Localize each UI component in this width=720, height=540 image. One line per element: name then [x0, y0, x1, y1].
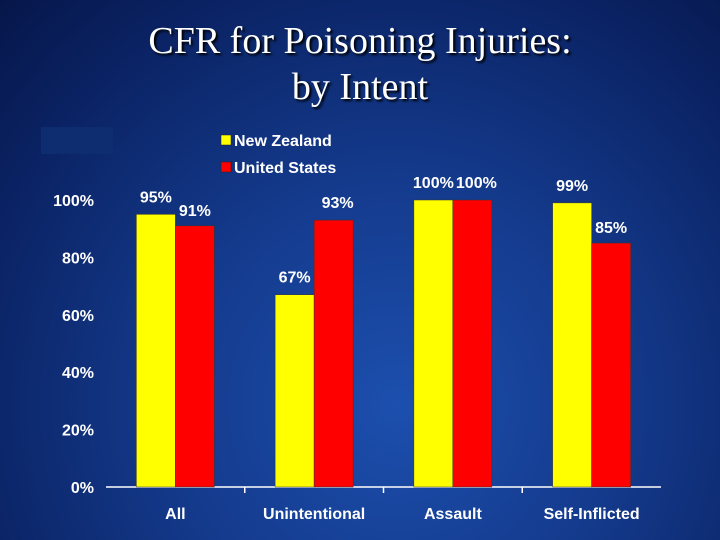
data-label: 99%: [556, 178, 588, 195]
data-label: 85%: [595, 220, 627, 237]
bar-united-states: [175, 225, 215, 488]
y-axis: 0% 20% 40% 60% 80% 100%: [53, 193, 94, 497]
data-label: 100%: [413, 175, 454, 192]
x-tick-label: Self-Inflicted: [544, 506, 640, 523]
legend-swatch: [220, 161, 232, 173]
legend-label: New Zealand: [234, 133, 332, 150]
bar-new-zealand: [552, 202, 592, 488]
data-label: 91%: [179, 203, 211, 220]
y-tick-label: 20%: [62, 423, 94, 440]
y-tick-label: 60%: [62, 308, 94, 325]
y-tick-label: 80%: [62, 250, 94, 267]
legend: New Zealand United States: [220, 133, 336, 177]
decorative-box: [41, 127, 113, 154]
data-label: 93%: [322, 195, 354, 212]
title-line-2: by Intent: [291, 66, 429, 108]
slide-title: CFR for Poisoning Injuries: by Intent: [0, 18, 720, 110]
bar-united-states: [591, 242, 631, 488]
x-axis: All Unintentional Assault Self-Inflicted: [106, 486, 661, 523]
bar-new-zealand: [274, 294, 315, 488]
x-tick-label: Assault: [424, 506, 482, 523]
bar-united-states: [452, 199, 493, 488]
y-tick-label: 0%: [71, 480, 94, 497]
legend-swatch: [220, 134, 232, 146]
x-tick-label: All: [165, 506, 185, 523]
bar-new-zealand: [136, 214, 176, 488]
data-label: 67%: [279, 270, 311, 287]
legend-label: United States: [234, 160, 336, 177]
data-label: 100%: [456, 175, 497, 192]
data-label: 95%: [140, 189, 172, 206]
bar-united-states: [313, 219, 354, 488]
x-tick-label: Unintentional: [263, 506, 365, 523]
data-labels: 95% 91% 67% 93% 100% 100% 99% 85%: [140, 175, 627, 287]
title-line-1: CFR for Poisoning Injuries:: [148, 20, 572, 62]
y-tick-label: 40%: [62, 365, 94, 382]
bar-new-zealand: [413, 199, 454, 488]
y-tick-label: 100%: [53, 193, 94, 210]
bars: [136, 199, 631, 488]
